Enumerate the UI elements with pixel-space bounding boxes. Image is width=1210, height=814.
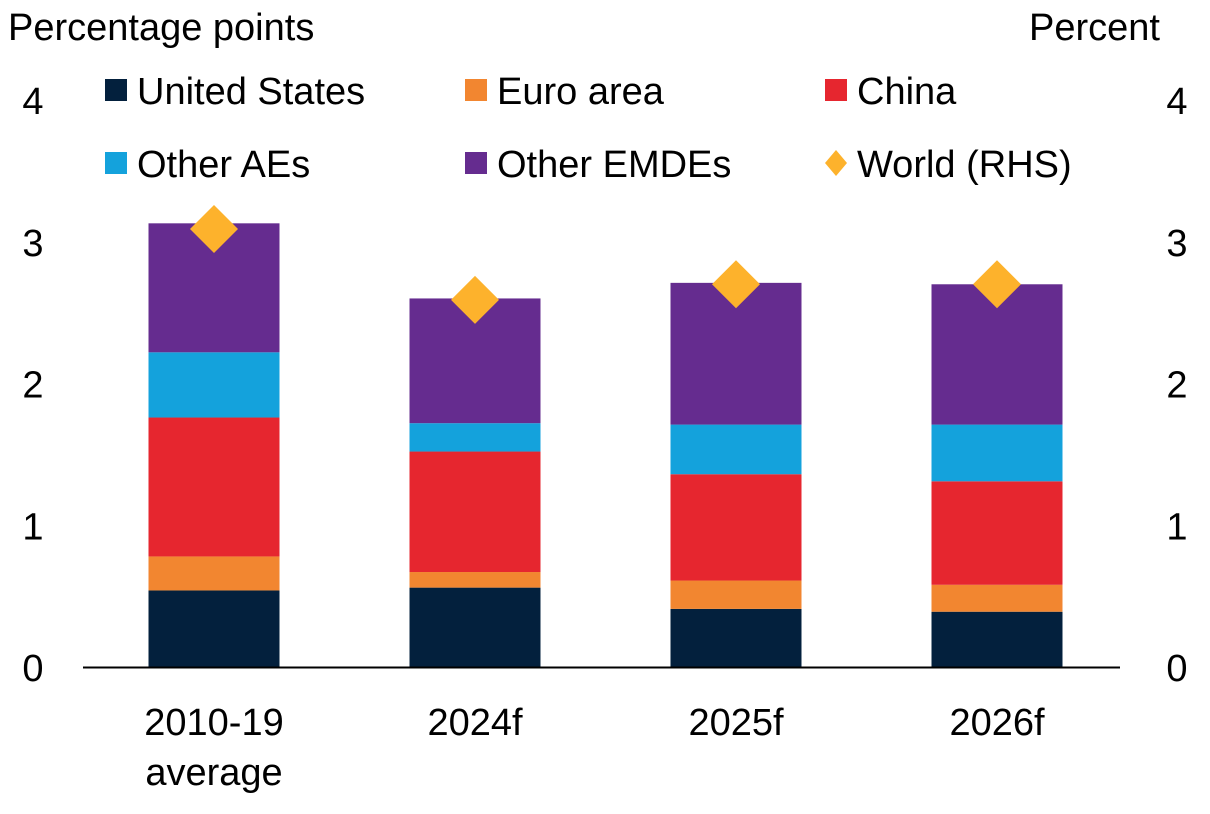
left-tick-label: 4 <box>22 81 43 123</box>
bars <box>148 223 1063 667</box>
x-axis: 2010-19 average 2024f 2025f 2026f <box>144 702 1045 794</box>
right-tick-label: 0 <box>1166 648 1187 690</box>
left-axis-label: Percentage points <box>8 7 314 49</box>
world-marker <box>712 260 760 309</box>
world-marker <box>973 260 1021 309</box>
x-tick-label: 2025f <box>688 702 784 744</box>
x-tick-label: 2010-19 <box>144 702 283 744</box>
right-tick-label: 3 <box>1166 223 1187 265</box>
left-y-axis: 0 1 2 3 4 <box>22 81 43 690</box>
bar-segment-euro-area <box>148 556 280 591</box>
legend-swatch <box>825 150 847 176</box>
right-axis-label: Percent <box>1029 7 1160 49</box>
world-markers <box>190 204 1021 324</box>
bar-segment-united-states <box>148 590 280 667</box>
legend-swatch <box>105 152 127 174</box>
legend-label: Other EMDEs <box>497 144 731 186</box>
x-tick-label: 2024f <box>427 702 523 744</box>
world-marker <box>190 204 238 253</box>
right-tick-label: 2 <box>1166 365 1187 407</box>
bar-segment-united-states <box>670 608 802 667</box>
bar-segment-china <box>670 474 802 581</box>
right-tick-label: 4 <box>1166 81 1187 123</box>
left-tick-label: 3 <box>22 223 43 265</box>
legend-label: Euro area <box>497 71 665 113</box>
left-tick-label: 0 <box>22 648 43 690</box>
legend: United States Euro area China Other AEs Othe… <box>105 71 1072 186</box>
bar-segment-other-aes <box>409 423 541 452</box>
legend-label: Other AEs <box>137 144 310 186</box>
legend-swatch <box>465 79 487 101</box>
x-tick-label: average <box>145 752 282 794</box>
bar-segment-euro-area <box>409 572 541 588</box>
legend-swatch <box>825 79 847 101</box>
right-tick-label: 1 <box>1166 506 1187 548</box>
bar-segment-euro-area <box>670 580 802 609</box>
bar-segment-other-aes <box>931 424 1063 482</box>
legend-label: World (RHS) <box>857 144 1072 186</box>
bar-segment-china <box>931 481 1063 585</box>
bar-segment-china <box>409 451 541 573</box>
bar-segment-china <box>148 417 280 557</box>
right-y-axis: 0 1 2 3 4 <box>1166 81 1187 690</box>
world-marker <box>451 275 499 324</box>
bar-segment-euro-area <box>931 584 1063 612</box>
bar-segment-other-aes <box>148 352 280 418</box>
left-tick-label: 2 <box>22 365 43 407</box>
bar-segment-other-aes <box>670 424 802 475</box>
bar-segment-united-states <box>409 587 541 667</box>
x-tick-label: 2026f <box>949 702 1045 744</box>
left-tick-label: 1 <box>22 506 43 548</box>
legend-swatch <box>105 79 127 101</box>
legend-label: China <box>857 71 957 113</box>
legend-label: United States <box>137 71 365 113</box>
bar-segment-united-states <box>931 611 1063 667</box>
legend-swatch <box>465 152 487 174</box>
